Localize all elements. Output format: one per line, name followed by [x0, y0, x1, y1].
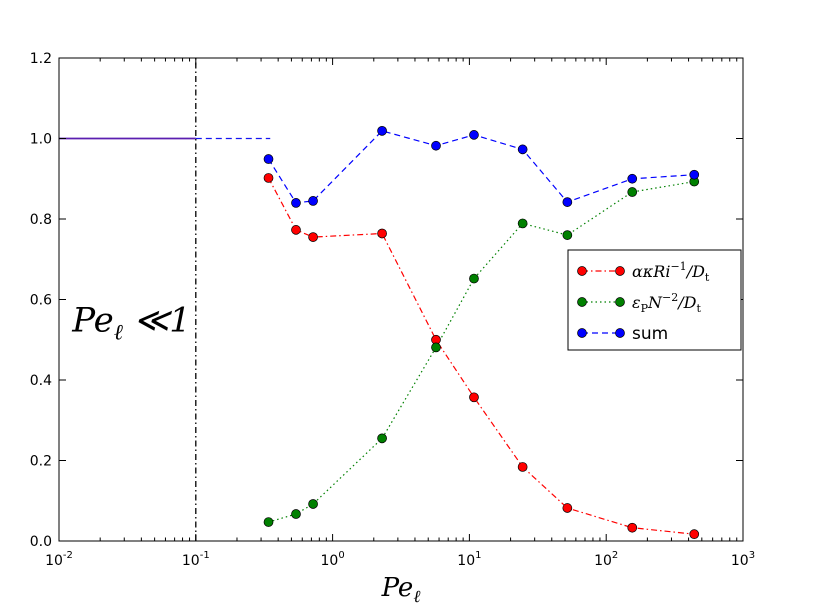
data-point-epsilon-p-n: [627, 187, 638, 197]
data-point-epsilon-p-n: [308, 499, 318, 509]
data-point-sum: [308, 196, 318, 206]
data-point-sum: [517, 144, 528, 155]
data-point-alpha-kappa-ri: [689, 529, 700, 540]
x-axis-label: Peℓ: [381, 573, 421, 607]
data-point-epsilon-p-n: [469, 273, 479, 284]
data-point-alpha-kappa-ri: [263, 173, 274, 183]
legend: ακRi−1/Dt εPN−2/Dt sum: [567, 249, 742, 351]
legend-marker-epsilon-p-n: [615, 297, 625, 307]
x-tick-label: 102: [594, 550, 618, 569]
data-point-alpha-kappa-ri: [308, 232, 318, 242]
data-point-sum: [291, 198, 301, 208]
legend-label-epsilon-p-n: εPN−2/Dt: [632, 291, 701, 315]
series-line-sum: [267, 130, 695, 204]
data-point-epsilon-p-n: [291, 509, 301, 519]
y-tick-label: 0.2: [30, 454, 52, 470]
plot-layer: [59, 58, 700, 541]
tick-layer: 10-2 10-1 100 101 102 103 0.0 0.2 0.4 0.6 0.8 1.0 1.…: [30, 51, 755, 569]
y-tick-label: 1.2: [30, 51, 52, 67]
legend-marker-sum: [615, 328, 625, 338]
legend-marker-alpha-kappa-ri: [615, 266, 625, 276]
series-line-epsilon-p-n: [268, 181, 695, 523]
data-point-alpha-kappa-ri: [562, 503, 573, 513]
data-point-sum: [469, 130, 479, 140]
data-point-alpha-kappa-ri: [517, 462, 528, 472]
pe-much-less-than-one-annotation: Peℓ ≪1: [71, 301, 191, 346]
series-line-alpha-kappa-ri: [267, 177, 695, 535]
label-layer: Peℓ Peℓ ≪1: [71, 301, 420, 607]
x-tick-label: 100: [320, 550, 344, 569]
x-tick-label: 101: [457, 550, 481, 569]
y-tick-label: 1.0: [30, 132, 52, 148]
data-point-epsilon-p-n: [263, 517, 274, 527]
data-point-alpha-kappa-ri: [469, 392, 479, 403]
y-tick-label: 0.6: [30, 293, 52, 309]
y-tick-label: 0.0: [30, 534, 52, 550]
data-point-epsilon-p-n: [517, 218, 528, 229]
legend-marker-alpha-kappa-ri: [577, 266, 587, 276]
data-point-sum: [562, 197, 573, 207]
y-tick-label: 0.4: [30, 373, 52, 389]
data-point-epsilon-p-n: [431, 342, 441, 353]
data-point-sum: [689, 169, 700, 180]
data-point-sum: [627, 173, 638, 184]
legend-label-alpha-kappa-ri: ακRi−1/Dt: [632, 260, 710, 284]
x-tick-label: 103: [731, 550, 755, 569]
data-point-sum: [263, 154, 274, 164]
data-point-epsilon-p-n: [562, 230, 573, 240]
x-tick-label: 10-2: [45, 550, 73, 569]
legend-marker-sum: [577, 328, 587, 338]
data-point-alpha-kappa-ri: [291, 225, 301, 235]
data-point-alpha-kappa-ri: [627, 522, 638, 533]
data-point-sum: [431, 140, 441, 151]
legend-label-sum: sum: [632, 324, 668, 344]
x-tick-label: 10-1: [182, 550, 210, 569]
y-tick-label: 0.8: [30, 212, 52, 228]
legend-marker-epsilon-p-n: [577, 297, 587, 307]
data-point-alpha-kappa-ri: [377, 228, 387, 239]
data-point-epsilon-p-n: [377, 433, 387, 444]
data-point-sum: [377, 126, 387, 136]
